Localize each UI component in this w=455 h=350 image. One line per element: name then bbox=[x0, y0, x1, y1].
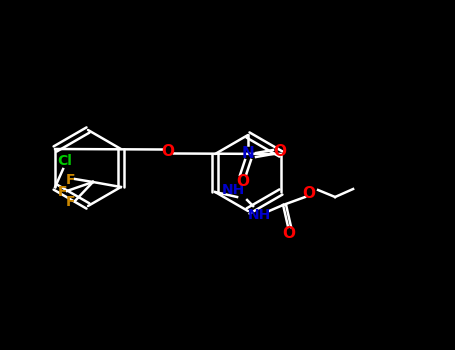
Text: O: O bbox=[283, 225, 296, 240]
Text: N: N bbox=[242, 147, 254, 161]
Text: O: O bbox=[162, 144, 175, 159]
Text: F: F bbox=[66, 195, 76, 209]
Text: Cl: Cl bbox=[58, 154, 72, 168]
Text: O: O bbox=[237, 175, 249, 189]
Text: F: F bbox=[66, 173, 76, 187]
Text: NH: NH bbox=[248, 208, 271, 222]
Text: O: O bbox=[303, 186, 316, 201]
Text: O: O bbox=[273, 145, 287, 160]
Text: F: F bbox=[58, 185, 68, 199]
Text: NH: NH bbox=[222, 183, 245, 197]
